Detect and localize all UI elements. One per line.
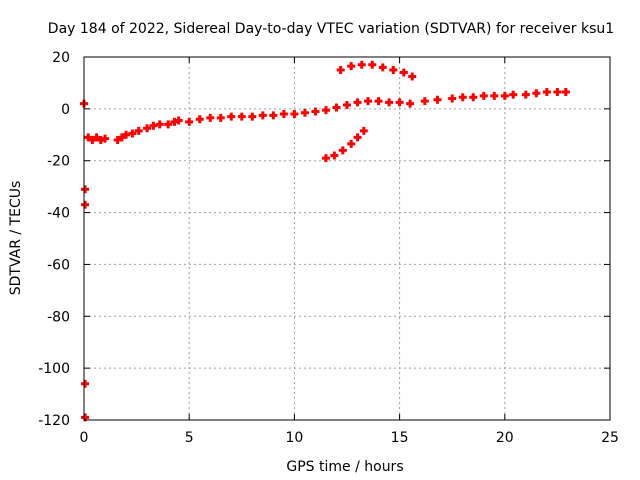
data-point — [343, 100, 351, 109]
data-point — [321, 106, 330, 115]
data-point — [143, 124, 152, 133]
data-point — [237, 112, 246, 121]
data-point — [336, 65, 345, 74]
data-point — [364, 97, 373, 106]
data-point — [399, 68, 408, 77]
data-point — [195, 115, 204, 124]
data-point — [155, 120, 164, 129]
data-point — [420, 97, 429, 106]
data-point — [385, 98, 394, 107]
data-point — [500, 91, 509, 100]
data-point — [553, 88, 562, 97]
data-point — [408, 72, 417, 81]
data-point — [81, 379, 90, 388]
data-point — [164, 120, 173, 129]
data-point — [248, 112, 257, 121]
data-point — [378, 63, 387, 72]
data-point — [509, 90, 518, 99]
y-tick-label: 0 — [61, 102, 70, 118]
data-point — [532, 89, 541, 98]
data-points — [80, 60, 570, 422]
x-tick-label: 25 — [601, 430, 619, 446]
data-point — [448, 94, 457, 103]
data-point — [347, 62, 356, 71]
x-tick-label: 0 — [80, 430, 89, 446]
data-point — [311, 107, 320, 116]
data-point — [347, 139, 356, 148]
data-point — [338, 146, 347, 155]
data-point — [395, 98, 404, 107]
chart-title: Day 184 of 2022, Sidereal Day-to-day VTE… — [48, 21, 614, 37]
y-tick-label: -120 — [38, 413, 70, 429]
x-axis-label: GPS time / hours — [286, 459, 403, 475]
data-point — [81, 200, 90, 209]
data-point — [113, 135, 122, 144]
x-tick-label: 10 — [285, 430, 303, 446]
data-point — [433, 95, 442, 104]
data-point — [542, 88, 551, 97]
data-point — [216, 113, 225, 122]
data-point — [353, 98, 362, 107]
data-point — [185, 117, 194, 126]
y-tick-label: 20 — [52, 50, 70, 66]
data-point — [359, 126, 368, 135]
data-point — [269, 111, 278, 120]
data-point — [458, 93, 467, 102]
data-point — [117, 133, 126, 142]
data-point — [300, 108, 309, 117]
data-point — [84, 133, 93, 142]
data-point — [92, 133, 101, 142]
data-point — [258, 111, 267, 120]
data-point — [368, 60, 377, 69]
data-point — [81, 185, 90, 194]
y-tick-label: -80 — [47, 309, 70, 325]
data-point — [353, 133, 362, 142]
data-point — [479, 91, 488, 100]
data-point — [88, 135, 97, 144]
data-point — [227, 112, 236, 121]
data-point — [290, 110, 299, 119]
y-tick-label: -60 — [47, 257, 70, 273]
data-point — [469, 93, 478, 102]
data-point — [174, 116, 183, 125]
data-point — [321, 154, 330, 163]
y-tick-label: -20 — [47, 154, 70, 170]
x-tick-label: 5 — [185, 430, 194, 446]
data-point — [332, 103, 341, 112]
data-point — [101, 134, 110, 143]
x-tick-label: 20 — [496, 430, 514, 446]
data-point — [490, 91, 499, 100]
data-point — [561, 88, 570, 97]
data-point — [206, 113, 215, 122]
data-point — [330, 151, 339, 160]
data-point — [357, 60, 366, 69]
data-point — [134, 126, 143, 135]
x-tick-label: 15 — [391, 430, 409, 446]
plot-frame — [83, 56, 611, 421]
data-point — [389, 65, 398, 74]
data-point — [406, 99, 415, 108]
data-point — [279, 110, 288, 119]
y-tick-label: -100 — [38, 361, 70, 377]
y-axis-label: SDTVAR / TECUs — [8, 181, 24, 296]
y-tick-label: -40 — [47, 206, 70, 222]
data-point — [374, 97, 383, 106]
data-point — [128, 129, 137, 138]
data-point — [521, 90, 530, 99]
grid-lines — [84, 57, 610, 420]
